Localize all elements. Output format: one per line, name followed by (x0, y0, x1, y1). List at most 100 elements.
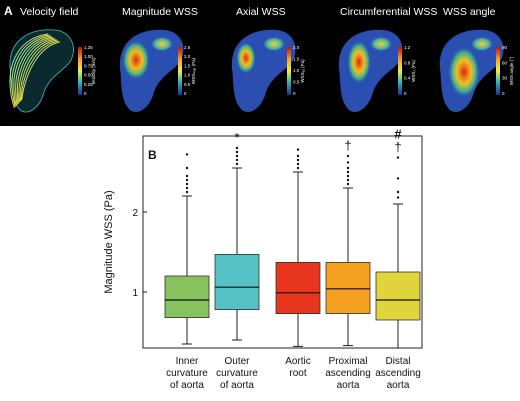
x-category-label: aorta (337, 380, 360, 391)
colorbar-tick-label: 0.4 (404, 76, 411, 81)
x-category-label: curvature (166, 368, 208, 379)
colorbar-tick-label: 1.5 (293, 57, 300, 62)
wss-warm-spot (150, 36, 174, 52)
outlier-point (296, 162, 300, 166)
colorbar-tick-label: 1.5 (184, 63, 191, 68)
box-group-3: † (325, 138, 371, 347)
panel-a-letter: A (4, 4, 13, 18)
x-category-label: of aorta (220, 380, 254, 391)
outlier-point (185, 178, 189, 182)
outlier-point (346, 170, 350, 174)
x-category-label: ascending (375, 368, 421, 379)
x-category-label: ascending (325, 368, 371, 379)
colorbar-tick-label: 30 (502, 76, 508, 81)
outlier-point (346, 178, 350, 182)
outlier-point (346, 166, 350, 170)
x-category-label: root (289, 368, 306, 379)
box-group-0 (164, 153, 210, 345)
outlier-point (235, 146, 239, 150)
wss-warm-spot (470, 36, 494, 52)
wss-warm-spot (369, 36, 393, 52)
colorbar-tick-label: 1.2 (404, 45, 411, 50)
colorbar-tick-label: 0.25 (84, 82, 93, 87)
colorbar-2 (287, 47, 291, 95)
velocity-streamline (20, 40, 59, 102)
colorbar-tick-label: 0.75 (84, 63, 93, 68)
panel-a: A Velocity field Magnitude WSS Axial WSS Ci… (0, 0, 520, 126)
y-tick-label: 1 (132, 288, 138, 299)
x-category-label: Inner (176, 356, 199, 367)
outlier-point (346, 161, 350, 164)
panel-a-title-0: Velocity field (20, 6, 79, 18)
colorbar-3 (398, 47, 402, 95)
colorbar-tick-label: 1.25 (84, 45, 93, 50)
outlier-point (235, 162, 239, 166)
colorbar-tick-label: 1.0 (293, 68, 300, 73)
outlier-point (346, 182, 350, 186)
colorbar-1 (178, 47, 182, 95)
significance-marker: † (394, 140, 401, 155)
significance-marker: * (234, 130, 239, 145)
panel-a-title-3: Circumferential WSS (340, 6, 437, 18)
plot-frame (142, 135, 423, 349)
x-category-label: of aorta (170, 380, 204, 391)
outlier-point (185, 153, 189, 156)
velocity-streamline (16, 37, 55, 105)
velocity-streamline (9, 33, 49, 109)
x-category-label: Aortic (285, 356, 311, 367)
outlier-point (296, 154, 300, 158)
x-category-label: Proximal (329, 356, 368, 367)
box-group-4: †# (375, 127, 421, 349)
velocity-aorta-shape (9, 29, 74, 113)
box-iqr (275, 261, 321, 314)
x-category-label: Outer (224, 356, 250, 367)
outlier-point (185, 166, 189, 170)
colorbar-tick-label: 90 (502, 45, 508, 50)
box-plot-chart: B Magnitude WSS (Pa) 12 *† †# Innercurvat… (103, 127, 423, 391)
colorbar-tick-label: 0 (293, 91, 296, 96)
outlier-point (185, 174, 189, 178)
colorbar-label: Velocity (m/s) (91, 57, 96, 85)
box-iqr (325, 261, 371, 314)
box-iqr (375, 271, 421, 321)
outlier-point (296, 148, 300, 151)
outlier-point (396, 190, 400, 194)
velocity-streamline (18, 38, 56, 104)
colorbar-tick-label: 1.0 (184, 73, 191, 78)
outlier-point (235, 158, 239, 162)
box-iqr (214, 253, 260, 310)
box-group-1: * (214, 130, 260, 341)
colorbar-tick-label: 0.5 (184, 82, 191, 87)
velocity-streamline (21, 41, 61, 101)
outlier-point (346, 154, 350, 158)
outlier-point (396, 177, 400, 180)
panel-a-visualization: A Velocity field Magnitude WSS Axial WSS Ci… (4, 4, 514, 113)
x-category-label: Distal (385, 356, 410, 367)
box-iqr (164, 275, 210, 318)
colorbar-tick-label: 0 (84, 91, 87, 96)
wss-hot-spot (122, 40, 150, 80)
outlier-point (396, 156, 400, 159)
outlier-point (235, 154, 239, 158)
velocity-streamline (11, 34, 50, 108)
outlier-point (185, 186, 189, 190)
outlier-point (296, 166, 300, 170)
significance-marker: # (394, 127, 402, 142)
colorbar-label: WSSₐₓ (Pa) (300, 59, 305, 83)
panel-a-title-2: Axial WSS (236, 6, 286, 18)
wss-hot-spot (448, 46, 480, 98)
y-tick-label: 2 (132, 208, 138, 219)
colorbar-tick-label: 0.5 (293, 80, 300, 85)
outlier-point (396, 196, 400, 199)
colorbar-tick-label: 2.0 (293, 45, 300, 50)
wss-hot-spot (347, 40, 371, 84)
colorbar-4 (496, 47, 500, 95)
outlier-point (185, 190, 189, 194)
panel-a-title-4: WSS angle (443, 6, 496, 18)
velocity-streamline (13, 35, 52, 107)
outlier-point (185, 182, 189, 186)
colorbar-label: WSS angle (°) (509, 56, 514, 85)
y-axis-label: Magnitude WSS (Pa) (103, 190, 115, 293)
x-category-label: curvature (216, 368, 258, 379)
